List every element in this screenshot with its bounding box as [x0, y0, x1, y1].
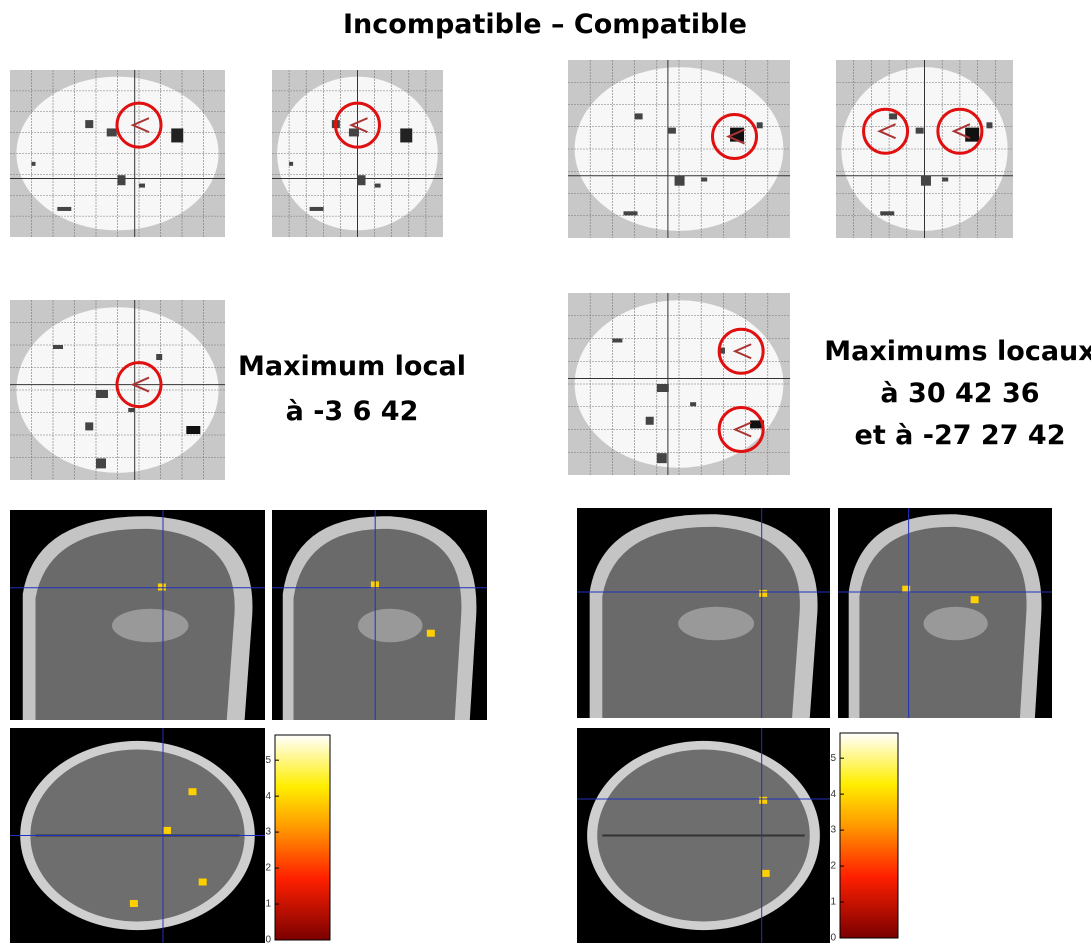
annotation: et à -27 27 42	[855, 420, 1066, 451]
colorbar-tick-label: 0	[265, 935, 271, 943]
annotation: à 30 42 36	[880, 378, 1039, 409]
glass-blob	[85, 422, 93, 430]
colorbar-tick-label: 2	[265, 863, 271, 874]
images: 0 1 2 3 4 5 0 1 2 3 4 5	[10, 60, 1052, 943]
glass-blob	[96, 390, 108, 398]
colorbar	[840, 733, 898, 938]
glass-blob	[171, 128, 183, 142]
activation	[158, 584, 166, 591]
glass-blob	[668, 128, 676, 134]
glass-blob	[96, 458, 106, 468]
figure: Incompatible – Compatible Maximum local …	[0, 0, 1091, 943]
glass-blob	[107, 128, 117, 136]
glass-blob	[916, 128, 924, 134]
activation	[759, 590, 767, 597]
colorbar-tick-label: 1	[265, 899, 271, 910]
annotation: Maximums locaux	[824, 336, 1091, 367]
glass-blob	[612, 339, 622, 343]
glass-blob	[375, 184, 381, 188]
colorbar-tick-label: 5	[265, 755, 271, 766]
glass-blob	[701, 177, 707, 181]
colorbar-tick-label: 3	[830, 825, 836, 836]
glass-blob	[57, 207, 71, 211]
glass-blob	[921, 176, 931, 186]
glass-blob	[358, 175, 366, 185]
annotation: Maximum local	[238, 351, 466, 382]
glass-blob	[85, 120, 93, 128]
glass-blob	[635, 113, 643, 119]
activation	[199, 879, 207, 886]
mri-structure	[924, 607, 988, 641]
mri-structure	[678, 607, 754, 641]
glass-blob	[965, 128, 979, 142]
activation	[759, 797, 767, 804]
glass-blob	[986, 122, 992, 128]
glass-blob	[657, 453, 667, 463]
activation	[189, 788, 197, 795]
glass-blob	[349, 128, 359, 136]
colorbar-tick-label: 1	[830, 897, 836, 908]
activation	[130, 900, 138, 907]
glass-blob	[289, 162, 293, 166]
colorbar-tick-label: 0	[830, 933, 836, 943]
activation	[427, 630, 435, 637]
mri-structure	[358, 609, 423, 643]
glass-blob	[310, 207, 324, 211]
colorbar-tick-label: 4	[265, 791, 271, 802]
title: Incompatible – Compatible	[343, 9, 747, 40]
glass-blob	[690, 402, 696, 406]
colorbar-tick-label: 2	[830, 861, 836, 872]
activation	[163, 827, 171, 834]
glass-blob	[757, 122, 763, 128]
colorbar-tick-label: 5	[830, 753, 836, 764]
annotation: à -3 6 42	[286, 396, 419, 427]
glass-blob	[889, 113, 897, 119]
glass-blob	[139, 184, 145, 188]
mri-structure	[112, 609, 189, 643]
glass-blob	[186, 426, 200, 434]
glass-blob	[646, 417, 654, 425]
glass-blob	[675, 176, 685, 186]
activation	[971, 596, 979, 603]
activation	[762, 870, 770, 877]
glass-blob	[942, 177, 948, 181]
glass-blob	[156, 354, 162, 360]
glass-blob	[624, 211, 638, 215]
glass-blob	[400, 128, 412, 142]
glass-blob	[118, 175, 126, 185]
glass-blob	[32, 162, 36, 166]
glass-blob	[657, 384, 669, 392]
glass-blob	[53, 345, 63, 349]
glass-blob	[128, 408, 134, 412]
colorbar-tick-label: 4	[830, 789, 836, 800]
glass-blob	[880, 211, 894, 215]
colorbar-tick-label: 3	[265, 827, 271, 838]
colorbar	[275, 735, 330, 940]
